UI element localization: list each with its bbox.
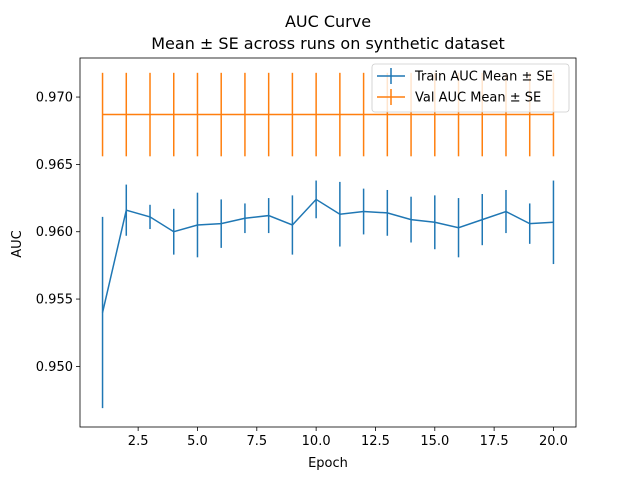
x-tick-label: 5.0 xyxy=(187,434,208,449)
legend: Train AUC Mean ± SE Val AUC Mean ± SE xyxy=(371,63,570,113)
x-tick-label: 20.0 xyxy=(539,434,568,449)
x-tick-label: 12.5 xyxy=(361,434,390,449)
plot-area xyxy=(101,72,555,409)
x-tick-label: 10.0 xyxy=(302,434,331,449)
legend-item-0: Train AUC Mean ± SE xyxy=(377,68,553,85)
x-axis-label: Epoch xyxy=(308,456,348,471)
y-tick-label: 0.965 xyxy=(36,158,73,173)
y-tick-label: 0.960 xyxy=(36,225,73,240)
legend-label: Train AUC Mean ± SE xyxy=(414,70,553,85)
legend-item-1: Val AUC Mean ± SE xyxy=(377,89,541,106)
legend-box xyxy=(371,63,570,113)
y-axis-label: AUC xyxy=(10,230,25,258)
y-tick-label: 0.970 xyxy=(36,91,73,106)
x-tick-label: 15.0 xyxy=(420,434,449,449)
x-tick-label: 17.5 xyxy=(480,434,509,449)
chart-subtitle: Mean ± SE across runs on synthetic datas… xyxy=(151,34,505,53)
y-tick-label: 0.955 xyxy=(36,293,73,308)
y-tick-label: 0.950 xyxy=(36,360,73,375)
series-line xyxy=(101,198,554,313)
legend-label: Val AUC Mean ± SE xyxy=(415,91,541,106)
series-0 xyxy=(101,180,555,409)
x-tick-label: 2.5 xyxy=(128,434,149,449)
plot-frame xyxy=(79,57,577,428)
chart-title: AUC Curve xyxy=(285,12,371,31)
axes: 2.5 5.0 7.5 10.0 12.5 15.0 17.5 20.0 0.950 0.955 0… xyxy=(36,57,577,449)
x-tick-label: 7.5 xyxy=(246,434,267,449)
